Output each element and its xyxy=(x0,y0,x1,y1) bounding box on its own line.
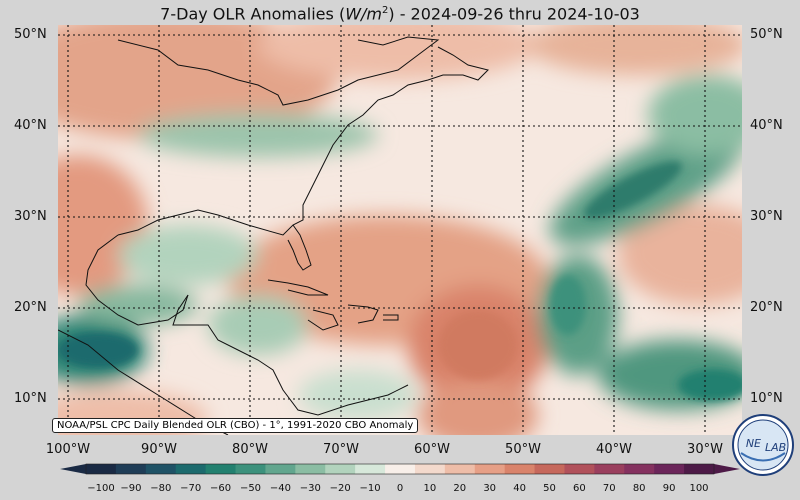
lon-label-50w: 50°W xyxy=(505,442,541,457)
colorbar-tick-label: −70 xyxy=(180,483,202,494)
lat-label-40n-left: 40°N xyxy=(14,118,47,133)
colorbar-tick-label: −30 xyxy=(299,483,321,494)
lat-label-30n-right: 30°N xyxy=(750,209,783,224)
lon-label-80w: 80°W xyxy=(232,442,268,457)
colorbar-segment xyxy=(624,464,655,474)
lat-label-50n-left: 50°N xyxy=(14,27,47,42)
colorbar-min-arrow xyxy=(60,464,86,474)
colorbar-segment xyxy=(175,464,207,474)
colorbar-tick-label: 50 xyxy=(543,483,556,494)
jamaica xyxy=(307,309,339,331)
colorbar-segment xyxy=(205,464,237,474)
colorbar-segment xyxy=(325,464,356,474)
us-east-coast xyxy=(117,46,489,236)
colorbar-tick-label: −40 xyxy=(269,483,291,494)
colorbar-tick-label: −20 xyxy=(329,483,351,494)
colorbar-tick-label: −10 xyxy=(359,483,381,494)
colorbar-tick-label: 40 xyxy=(513,483,526,494)
hispaniola xyxy=(347,304,379,324)
florida xyxy=(287,224,312,271)
lon-label-90w: 90°W xyxy=(141,442,177,457)
lon-label-60w: 60°W xyxy=(414,442,450,457)
anomaly-cores xyxy=(58,161,742,401)
noaa-psl-logo: NE LAB xyxy=(732,414,794,476)
lat-label-20n-left: 20°N xyxy=(14,300,47,315)
colorbar-segment xyxy=(385,464,416,474)
gridlines xyxy=(58,25,742,435)
colorbar-tick-label: 60 xyxy=(573,483,586,494)
lon-label-100w: 100°W xyxy=(45,442,91,457)
colorbar-segment xyxy=(654,464,685,474)
lat-label-10n-left: 10°N xyxy=(14,391,47,406)
colorbar-tick-label: 30 xyxy=(483,483,497,494)
colorbar-tick-label: −60 xyxy=(210,483,232,494)
lat-label-10n-right: 10°N xyxy=(750,391,783,406)
colorbar-tick-label: 20 xyxy=(453,483,467,494)
colorbar-segment xyxy=(414,464,446,474)
colorbar-segment xyxy=(295,464,326,474)
colorbar xyxy=(60,463,740,475)
colorbar-max-arrow xyxy=(714,464,740,474)
colorbar-segment xyxy=(86,464,117,474)
central-america xyxy=(172,294,409,416)
colorbar-tick-label: −50 xyxy=(239,483,262,494)
lat-label-20n-right: 20°N xyxy=(750,300,783,315)
colorbar-segment xyxy=(265,464,296,474)
lon-label-40w: 40°W xyxy=(596,442,632,457)
colorbar-segment xyxy=(684,464,715,474)
cuba xyxy=(267,279,329,296)
map-panel xyxy=(58,25,742,435)
colorbar-tick-label: −90 xyxy=(120,483,142,494)
source-note: NOAA/PSL CPC Daily Blended OLR (CBO) - 1… xyxy=(52,418,419,433)
colorbar-segment xyxy=(444,464,476,474)
colorbar-tick-label: 90 xyxy=(662,483,676,494)
lon-label-30w: 30°W xyxy=(687,442,723,457)
colorbar-segment xyxy=(594,464,625,474)
lat-label-50n-right: 50°N xyxy=(750,27,783,42)
colorbar-segment xyxy=(564,464,595,474)
colorbar-tick-label: −100 xyxy=(87,483,115,494)
colorbar-tick-label: 10 xyxy=(423,483,437,494)
lon-label-70w: 70°W xyxy=(323,442,359,457)
colorbar-tick-label: 100 xyxy=(689,483,709,494)
logo-text-left: NE xyxy=(746,437,761,450)
map-title: 7-Day OLR Anomalies (W/m2) - 2024-09-26 … xyxy=(160,4,640,24)
colorbar-tick-label: 80 xyxy=(632,483,646,494)
puerto-rico xyxy=(383,314,399,321)
colorbar-segment xyxy=(355,464,386,474)
colorbar-segment xyxy=(115,464,147,474)
logo-text-right: LAB xyxy=(765,441,786,454)
colorbar-segment xyxy=(504,464,536,474)
colorbar-segment xyxy=(474,464,506,474)
lat-label-30n-left: 30°N xyxy=(14,209,47,224)
colorbar-tick-label: 70 xyxy=(602,483,616,494)
lat-label-40n-right: 40°N xyxy=(750,118,783,133)
olr-anomaly-field xyxy=(58,25,742,435)
colorbar-tick-label: 0 xyxy=(396,483,404,494)
colorbar-segment xyxy=(534,464,565,474)
colorbar-tick-label: −80 xyxy=(150,483,172,494)
great-lakes-coast xyxy=(117,36,440,106)
colorbar-segment xyxy=(235,464,266,474)
colorbar-segment xyxy=(145,464,177,474)
